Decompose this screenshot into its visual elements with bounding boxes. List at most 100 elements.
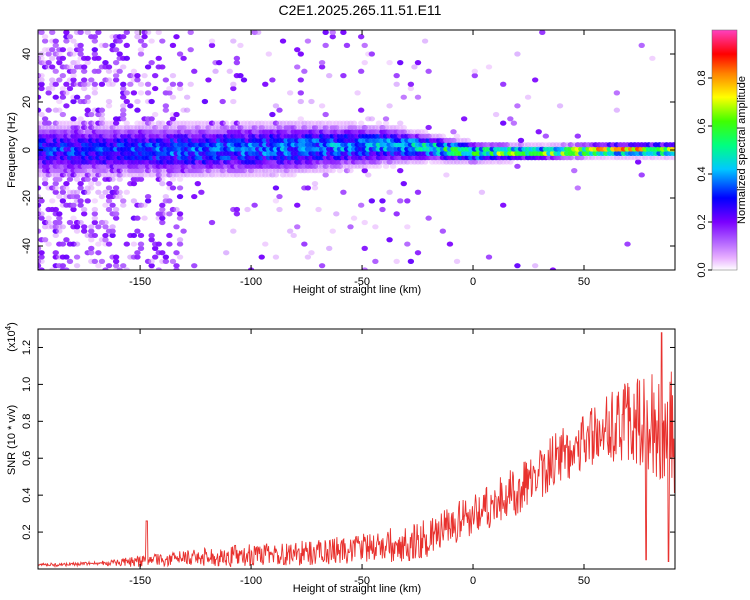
snr-ytick-label: 1.0 — [21, 377, 33, 392]
snr-series-line — [38, 332, 675, 568]
spectrogram-cell — [233, 206, 241, 213]
spectrogram-cell — [91, 34, 99, 40]
spectrogram-cell — [120, 94, 127, 100]
spectrogram-cell — [112, 206, 120, 213]
spectrogram-cell — [91, 47, 99, 53]
spectrogram-cell — [137, 47, 145, 53]
spectrogram-cell — [166, 211, 173, 217]
spectrogram-cell — [187, 47, 194, 53]
spectrogram-cell — [38, 245, 42, 251]
spectrogram-cell — [297, 51, 304, 57]
spectrogram-cell — [116, 38, 123, 44]
spectrogram-cell — [77, 202, 84, 208]
spectrogram-cell — [624, 241, 631, 247]
spectrogram-cell — [109, 224, 116, 230]
spectrogram-cell — [492, 111, 500, 118]
spectrogram-cell — [77, 181, 84, 187]
spectrogram-cell — [336, 168, 344, 174]
spectrogram-cell — [141, 202, 148, 208]
spectrogram-cell — [95, 241, 102, 247]
spectrogram-cell — [130, 198, 138, 204]
spectrogram-cell — [70, 38, 77, 44]
spectrogram-cell — [162, 254, 170, 260]
spectrogram-cell — [386, 103, 393, 109]
spectrogram-cell — [144, 30, 152, 35]
spectrogram-cell — [400, 181, 407, 187]
spectrogram-cell — [41, 38, 49, 44]
snr-panel: -150 -100 -50 0 50 0.2 0.4 0.6 0.8 1.0 1.2 Height… — [4, 322, 676, 595]
snr-y-ticks: 0.2 0.4 0.6 0.8 1.0 1.2 — [21, 340, 675, 540]
spectrogram-cell — [120, 81, 127, 87]
spectrogram-cell — [407, 258, 415, 264]
spectrogram-cell — [45, 107, 52, 113]
spectrogram-cell — [80, 85, 88, 92]
spectrogram-cell — [59, 241, 67, 247]
spectrogram-cell — [80, 64, 88, 70]
spectrogram-cell — [130, 241, 138, 247]
spectrogram-cell — [144, 193, 152, 200]
spectrogram-cell — [169, 116, 177, 122]
colorbar: 0.0 0.2 0.4 0.6 0.8 Normalized spectral ampl… — [696, 29, 748, 278]
spectrogram-cell — [180, 55, 187, 61]
spectrogram-cell — [73, 254, 81, 260]
spectrogram-cell — [173, 206, 180, 213]
spectrogram-cell — [73, 241, 81, 247]
spectrogram-cell — [176, 85, 184, 92]
spectrogram-cell — [155, 55, 162, 61]
spectrogram-cell — [84, 198, 91, 204]
spectrogram-cell — [400, 124, 407, 131]
spectrogram-cell — [38, 254, 45, 260]
spectrogram-cell — [262, 81, 269, 87]
spectrogram-cell — [347, 224, 354, 230]
spectrogram-cell — [322, 172, 329, 178]
spectrogram-cell — [91, 81, 99, 87]
spectrogram-cell — [539, 30, 546, 35]
snr-xtick-label: 50 — [578, 575, 590, 587]
spectrogram-cell — [88, 185, 95, 191]
spectrogram-cell — [84, 94, 91, 100]
spectrogram-cell — [77, 198, 84, 204]
spectrogram-cell — [63, 30, 70, 35]
spectrogram-cell — [226, 68, 233, 74]
spectrogram-cell — [95, 224, 102, 230]
spectrogram-cell — [98, 258, 106, 264]
spectrogram-cell — [393, 73, 400, 79]
spectrogram-cell — [91, 258, 99, 264]
spectrogram-cell — [66, 176, 74, 182]
snr-xtick-label: -150 — [129, 575, 151, 587]
spectrogram-cell — [361, 42, 368, 48]
spectrogram-cell — [361, 245, 368, 251]
colorbar-tick-label: 0.6 — [696, 118, 708, 133]
spectrogram-cell — [386, 237, 393, 243]
spectrogram-cell — [134, 250, 141, 256]
spectrogram-cell — [52, 232, 59, 239]
spectrogram-cell — [159, 64, 166, 70]
spectrogram-cell — [105, 98, 113, 105]
spectrogram-cell — [84, 189, 91, 195]
snr-x-ticks: -150 -100 -50 0 50 — [129, 329, 590, 587]
spectrogram-cell — [294, 64, 301, 70]
spectrogram-cell — [311, 185, 319, 191]
spectrogram-cell — [329, 34, 336, 40]
spectrogram-cell — [116, 51, 123, 57]
spectrogram-cell — [109, 232, 116, 239]
spectrogram-cell — [112, 47, 120, 53]
spectrogram-cell — [379, 206, 386, 213]
spectrogram-cell — [215, 60, 223, 66]
spectrogram-cell — [148, 120, 155, 126]
spectrogram-cell — [56, 211, 63, 217]
spectrogram-cell — [66, 47, 74, 53]
spectrogram-cell — [507, 116, 514, 122]
spectrogram-cell — [194, 181, 202, 187]
spectrogram-cell — [45, 219, 52, 226]
spectrogram-cell — [350, 120, 358, 126]
spectrogram-cell — [49, 30, 56, 35]
spectrogram-cell — [91, 51, 99, 57]
spectrogram-cell — [365, 172, 372, 178]
spectrogram-cell — [397, 120, 404, 126]
spectrogram-cell — [137, 90, 145, 96]
spectrogram-cell — [471, 73, 478, 79]
colorbar-ticks: 0.0 0.2 0.4 0.6 0.8 — [696, 70, 712, 278]
spectrogram-cell — [141, 42, 148, 48]
spectrogram-cell — [120, 111, 127, 118]
